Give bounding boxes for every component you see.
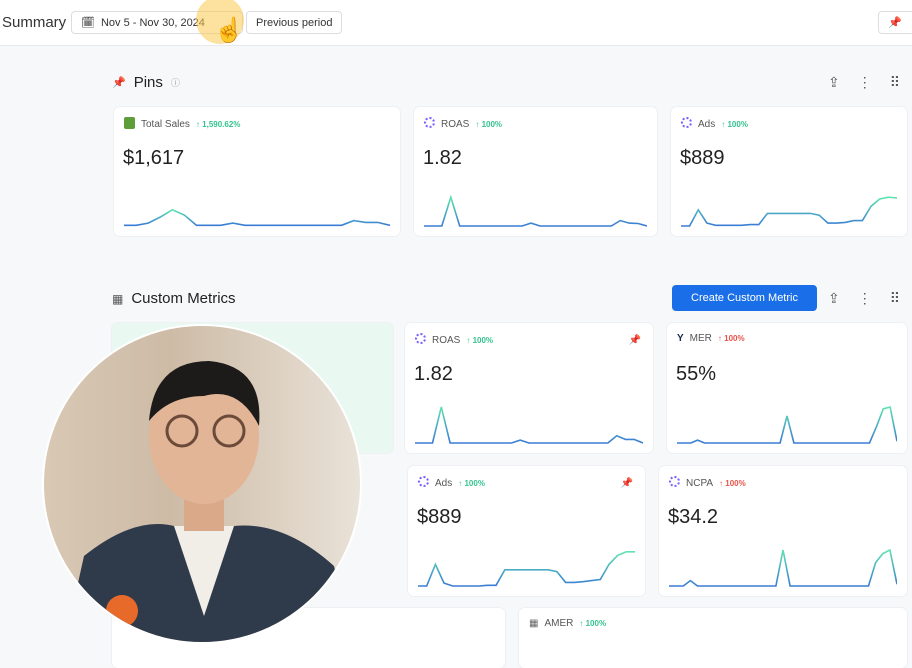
metric-name: MER (689, 333, 712, 344)
sparkline-series (415, 406, 643, 444)
change-badge: ↑ 100% (458, 478, 485, 488)
card-header: Ads ↑ 100% (418, 476, 485, 490)
sparkline (124, 208, 390, 227)
metric-card-roas[interactable]: ROAS ↑ 100% 1.82 📌 (405, 323, 653, 453)
dots-icon (415, 333, 426, 347)
change-value: 100% (472, 335, 494, 345)
metric-value: 55% (676, 363, 717, 385)
metric-name: AMER (544, 618, 574, 629)
custom-metrics-title: ▦ Custom Metrics (112, 290, 236, 307)
sparkline-series (677, 406, 897, 444)
change-badge: ↑ 100% (717, 334, 745, 343)
card-header: ROAS ↑ 100% (415, 333, 493, 347)
compare-period-button[interactable]: Previous period (246, 11, 343, 34)
metric-name: Ads (435, 477, 453, 489)
hand-cursor-icon: ☝ (214, 17, 244, 44)
metric-name: ROAS (432, 334, 461, 346)
metric-card-ads[interactable]: Ads ↑ 100% $889 (671, 107, 907, 236)
sparkline-series (681, 196, 897, 227)
pins-toolbar: ⇪ ⋮ ⠿ (828, 74, 900, 91)
metric-name: ROAS (441, 118, 470, 130)
metric-name: Total Sales (141, 119, 190, 130)
change-value: 100% (725, 478, 746, 488)
compare-label: Previous period (256, 16, 333, 29)
metric-card-ads[interactable]: Ads ↑ 100% $889 📌 (408, 466, 645, 596)
change-badge: ↑ 100% (466, 335, 494, 345)
sparkline (677, 406, 897, 444)
dots-icon (424, 117, 435, 131)
webcam-overlay (42, 324, 362, 644)
metric-value: $889 (680, 147, 725, 169)
pin-icon: 📌 (112, 77, 126, 89)
drag-handle-icon[interactable]: ⠿ (889, 290, 900, 306)
pin-icon[interactable]: 📌 (620, 478, 633, 489)
metric-card-total-sales[interactable]: Total Sales ↑ 1,590.62% $1,617 (114, 107, 400, 236)
metric-value: 1.82 (423, 147, 462, 169)
share-icon[interactable]: ⇪ (828, 290, 840, 306)
dots-icon (681, 117, 692, 131)
change-value: 100% (727, 119, 748, 129)
pin-icon: 📌 (888, 17, 902, 29)
sparkline-series (424, 194, 647, 227)
presenter-video (64, 361, 353, 642)
metric-name: NCPA (686, 477, 714, 489)
metric-card-mer[interactable]: Y MER ↑ 100% 55% (667, 323, 907, 453)
sparkline-series (418, 550, 635, 587)
change-badge: ↑ 100% (475, 119, 503, 129)
change-value: 100% (481, 119, 503, 129)
card-header: ROAS ↑ 100% (424, 117, 502, 131)
card-header: NCPA ↑ 100% (669, 476, 746, 490)
pin-button[interactable]: 📌 (878, 11, 912, 34)
metric-card-amer[interactable]: ▦ AMER ↑ 100% (519, 608, 907, 668)
change-badge: ↑ 100% (719, 478, 746, 488)
grid-icon: ▦ (112, 291, 124, 306)
custom-title: Custom Metrics (131, 290, 236, 307)
change-value: 100% (585, 619, 607, 628)
custom-toolbar: ⇪ ⋮ ⠿ (828, 290, 900, 307)
metric-value: $889 (417, 506, 462, 528)
info-icon: ⓘ (170, 78, 180, 88)
triple-whale-icon: Y (677, 333, 684, 344)
more-icon[interactable]: ⋮ (857, 290, 872, 306)
pin-icon[interactable]: 📌 (628, 335, 641, 346)
share-icon[interactable]: ⇪ (828, 74, 840, 90)
pins-section-title: 📌 Pins ⓘ (112, 74, 180, 91)
metric-value: $1,617 (123, 147, 185, 169)
card-header: ▦ AMER ↑ 100% (529, 618, 606, 629)
sparkline-series (124, 208, 390, 227)
metric-value: 1.82 (414, 363, 453, 385)
metric-name: Ads (698, 118, 716, 130)
dots-icon (669, 476, 680, 490)
create-custom-metric-button[interactable]: Create Custom Metric (672, 285, 817, 311)
metric-card-roas[interactable]: ROAS ↑ 100% 1.82 (414, 107, 657, 236)
change-value: 1,590.62% (202, 120, 241, 129)
sparkline (424, 194, 647, 227)
date-range-label: Nov 5 - Nov 30, 2024 (100, 16, 205, 29)
metric-value: $34.2 (668, 506, 719, 528)
card-header: Total Sales ↑ 1,590.62% (124, 117, 240, 132)
grid-icon: ▦ (529, 618, 539, 629)
drag-handle-icon[interactable]: ⠿ (889, 74, 900, 90)
page-title: Summary (2, 14, 67, 31)
change-value: 100% (464, 478, 485, 488)
pins-title: Pins (133, 74, 163, 91)
dots-icon (418, 476, 429, 490)
shopify-icon (124, 117, 135, 132)
calendar-icon: 🗓 (81, 17, 95, 29)
cursor-highlight (196, 0, 244, 44)
sparkline (418, 550, 635, 587)
sparkline (415, 406, 643, 444)
card-header: Ads ↑ 100% (681, 117, 748, 131)
top-bar: Summary 🗓 Nov 5 - Nov 30, 2024 Previous p… (0, 0, 912, 46)
change-value: 100% (724, 334, 745, 343)
change-badge: ↑ 1,590.62% (195, 120, 241, 129)
sparkline-series (669, 548, 897, 587)
card-header: Y MER ↑ 100% (677, 333, 745, 344)
metric-card-ncpa[interactable]: NCPA ↑ 100% $34.2 (659, 466, 907, 596)
sparkline (681, 196, 897, 227)
sparkline (669, 548, 897, 587)
change-badge: ↑ 100% (579, 619, 607, 628)
more-icon[interactable]: ⋮ (857, 74, 872, 90)
change-badge: ↑ 100% (721, 119, 748, 129)
